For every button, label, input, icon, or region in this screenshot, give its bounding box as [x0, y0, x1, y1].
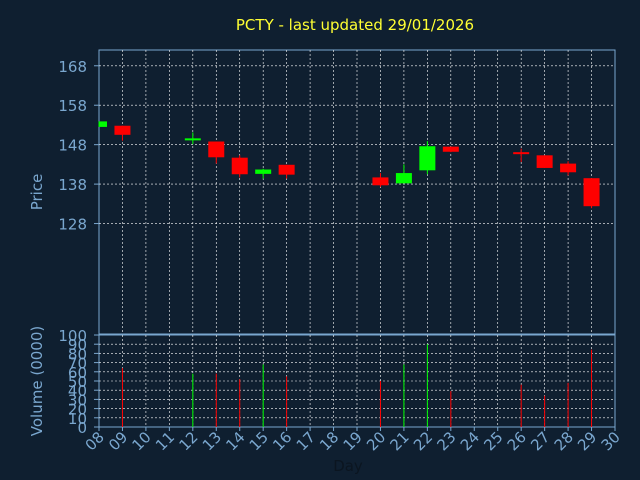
x-tick-label-14: 14: [222, 428, 248, 454]
x-tick-label-09: 09: [105, 428, 131, 454]
x-tick-label-20: 20: [363, 428, 389, 454]
candle-15: [255, 168, 272, 179]
x-tick-label-26: 26: [504, 428, 530, 454]
x-tick-label-19: 19: [340, 428, 366, 454]
volume-tick-label-30: 30: [68, 391, 87, 409]
candle-22: [419, 141, 436, 175]
price-y-ticks: 168 158 148 138 128: [58, 58, 99, 234]
candle-08: [98, 121, 107, 127]
x-tick-label-24: 24: [457, 428, 483, 454]
x-tick-label-17: 17: [293, 428, 319, 454]
candle-20: [372, 173, 389, 187]
price-panel: 168 158 148 138 128: [58, 49, 616, 335]
volume-tick-label-10: 10: [68, 410, 87, 428]
candle-14: [231, 155, 248, 178]
x-tick-label-12: 12: [175, 428, 201, 454]
volume-bars: [121, 344, 593, 427]
volume-tick-label-60: 60: [68, 364, 87, 382]
candle-09: [114, 125, 131, 141]
volume-tick-label-50: 50: [68, 373, 87, 391]
x-tick-label-10: 10: [129, 428, 155, 454]
candle-28: [560, 161, 577, 176]
x-tick-label-11: 11: [152, 428, 178, 454]
candle-body-28: [560, 163, 577, 173]
x-tick-label-22: 22: [410, 428, 436, 454]
price-tick-label-148: 148: [58, 137, 87, 155]
candle-26: [513, 148, 530, 163]
volume-tick-label-40: 40: [68, 382, 87, 400]
price-tick-label-138: 138: [58, 176, 87, 194]
price-gridlines: [99, 50, 615, 334]
x-tick-label-27: 27: [527, 428, 553, 454]
x-axis-ticks: 0809101112131415161718192021222324252627…: [82, 427, 624, 454]
candle-body-08: [99, 121, 107, 127]
volume-tick-label-20: 20: [68, 401, 87, 419]
candle-body-13: [208, 141, 225, 158]
candle-body-20: [372, 177, 389, 186]
x-tick-label-28: 28: [551, 428, 577, 454]
volume-tick-label-90: 90: [68, 336, 87, 354]
candle-21: [395, 164, 412, 184]
x-tick-label-16: 16: [269, 428, 295, 454]
price-axis-label: Price: [28, 174, 46, 211]
volume-tick-label-80: 80: [68, 345, 87, 363]
candle-body-26: [513, 152, 530, 155]
x-tick-label-21: 21: [387, 428, 413, 454]
candle-body-09: [114, 125, 131, 135]
candle-13: [208, 141, 225, 164]
x-tick-label-13: 13: [199, 428, 225, 454]
x-tick-label-15: 15: [246, 428, 272, 454]
x-tick-label-30: 30: [598, 428, 624, 454]
candle-body-15: [255, 169, 272, 174]
candle-body-14: [231, 157, 248, 175]
x-tick-label-25: 25: [480, 428, 506, 454]
candle-16: [278, 164, 295, 179]
volume-axis-label: Volume (0000): [28, 326, 46, 436]
candle-body-23: [442, 146, 459, 152]
x-tick-label-18: 18: [316, 428, 342, 454]
candle-body-21: [395, 173, 412, 184]
candle-29: [583, 178, 600, 209]
price-tick-label-168: 168: [58, 58, 87, 76]
chart-title: PCTY - last updated 29/01/2026: [236, 16, 474, 34]
volume-tick-label-0: 0: [77, 419, 87, 437]
volume-tick-label-100: 100: [58, 327, 87, 345]
x-axis-label: Day: [333, 457, 363, 475]
candle-23: [442, 146, 459, 153]
x-tick-label-23: 23: [433, 428, 459, 454]
candle-body-12: [184, 138, 201, 141]
candle-12: [184, 132, 201, 145]
candle-27: [536, 155, 553, 168]
price-tick-label-128: 128: [58, 216, 87, 234]
candle-body-29: [583, 178, 600, 207]
x-tick-label-29: 29: [574, 428, 600, 454]
candle-body-16: [278, 164, 295, 175]
candle-body-22: [419, 146, 436, 171]
volume-tick-label-70: 70: [68, 355, 87, 373]
price-tick-label-158: 158: [58, 97, 87, 115]
candle-body-27: [536, 155, 553, 168]
candles: [98, 121, 600, 209]
